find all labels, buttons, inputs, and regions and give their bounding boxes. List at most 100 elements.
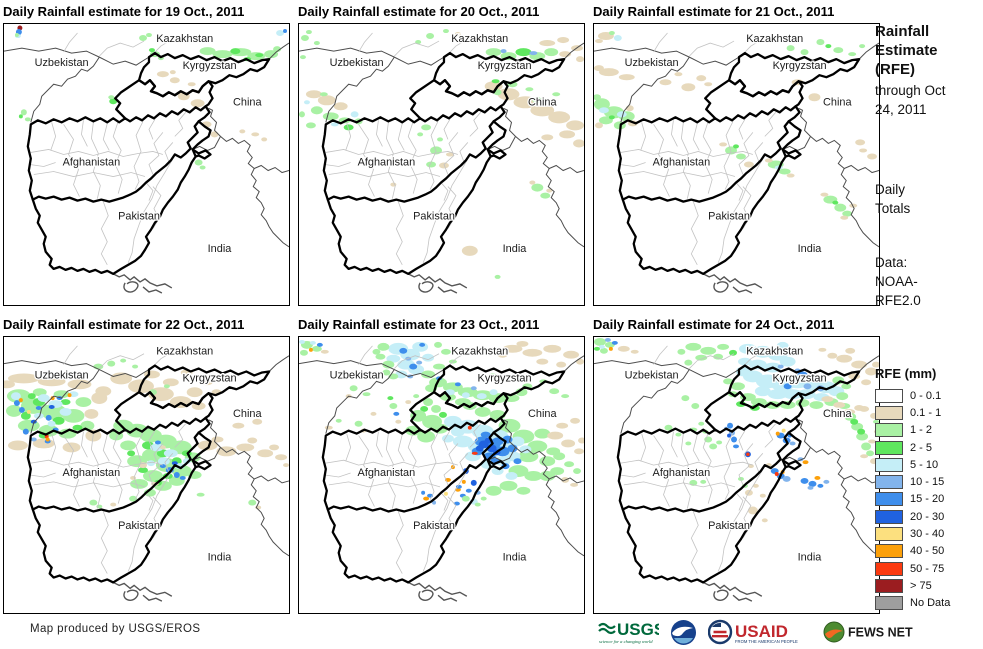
legend-label: 50 - 75 xyxy=(910,562,945,575)
country-borders xyxy=(594,345,879,602)
svg-text:Kazakhstan: Kazakhstan xyxy=(451,33,508,45)
panel-title: Daily Rainfall estimate for 23 Oct., 201… xyxy=(298,317,540,332)
legend-swatch xyxy=(875,544,903,559)
svg-text:China: China xyxy=(233,96,262,108)
rain-cells xyxy=(14,25,288,170)
legend-item: No Data xyxy=(875,595,979,612)
legend-label: 20 - 30 xyxy=(910,510,945,523)
footer-logos: USGS science for a changing world USAID … xyxy=(597,616,913,648)
legend-label: 1 - 2 xyxy=(910,424,933,437)
legend-swatch xyxy=(875,578,903,593)
legend-item: 50 - 75 xyxy=(875,560,979,577)
legend-item: 1 - 2 xyxy=(875,422,979,439)
svg-text:Pakistan: Pakistan xyxy=(708,211,750,223)
rainfall-map: Kazakhstan Uzbekistan Kyrgyzstan China Afgha… xyxy=(593,23,880,306)
svg-text:China: China xyxy=(528,96,557,108)
legend-swatch xyxy=(875,509,903,524)
data-source-label: Data: NOAA-RFE2.0 xyxy=(875,255,921,308)
country-borders xyxy=(299,32,584,294)
svg-text:FROM THE AMERICAN PEOPLE: FROM THE AMERICAN PEOPLE xyxy=(735,639,798,644)
legend-swatch xyxy=(875,475,903,490)
svg-text:Pakistan: Pakistan xyxy=(118,520,160,532)
legend-item: 5 - 10 xyxy=(875,456,979,473)
country-borders xyxy=(4,345,289,602)
svg-text:Uzbekistan: Uzbekistan xyxy=(330,57,384,69)
fewsnet-logo-icon: FEWS NET xyxy=(823,619,913,645)
legend-item: 15 - 20 xyxy=(875,491,979,508)
svg-text:Kyrgyzstan: Kyrgyzstan xyxy=(183,60,237,72)
report-subtitle: through Oct 24, 2011 xyxy=(875,83,946,117)
legend-item: 40 - 50 xyxy=(875,543,979,560)
rainfall-map: Kazakhstan Uzbekistan Kyrgyzstan China Afgha… xyxy=(298,23,585,306)
map-panel-21-oct: Daily Rainfall estimate for 21 Oct., 201… xyxy=(593,4,880,306)
svg-text:India: India xyxy=(503,243,528,255)
legend-item: 10 - 15 xyxy=(875,473,979,490)
svg-text:Afghanistan: Afghanistan xyxy=(63,156,121,168)
svg-text:China: China xyxy=(528,408,557,420)
svg-text:Uzbekistan: Uzbekistan xyxy=(330,369,384,381)
country-labels: Kazakhstan Uzbekistan Kyrgyzstan China Afgha… xyxy=(33,32,263,256)
legend-swatch xyxy=(875,423,903,438)
map-panel-24-oct: Daily Rainfall estimate for 24 Oct., 201… xyxy=(593,317,880,614)
legend-item: > 75 xyxy=(875,577,979,594)
map-panel-22-oct: Daily Rainfall estimate for 22 Oct., 201… xyxy=(3,317,290,614)
legend-label: > 75 xyxy=(910,579,932,592)
svg-text:Afghanistan: Afghanistan xyxy=(358,156,416,168)
svg-text:USGS: USGS xyxy=(617,620,659,639)
svg-text:China: China xyxy=(233,408,262,420)
legend-swatch xyxy=(875,492,903,507)
panel-title: Daily Rainfall estimate for 20 Oct., 201… xyxy=(298,4,540,19)
svg-text:Pakistan: Pakistan xyxy=(118,211,160,223)
svg-text:India: India xyxy=(503,552,528,564)
usgs-logo-icon: USGS science for a changing world xyxy=(597,617,659,647)
svg-text:India: India xyxy=(208,243,233,255)
map-credit: Map produced by USGS/EROS xyxy=(30,623,201,635)
legend-label: 0.1 - 1 xyxy=(910,406,942,419)
legend-swatch xyxy=(875,561,903,576)
legend-label: 10 - 15 xyxy=(910,476,945,489)
legend-item: 2 - 5 xyxy=(875,439,979,456)
svg-text:Kyrgyzstan: Kyrgyzstan xyxy=(183,372,237,384)
legend-item: 20 - 30 xyxy=(875,508,979,525)
map-panel-23-oct: Daily Rainfall estimate for 23 Oct., 201… xyxy=(298,317,585,614)
country-labels: Kazakhstan Uzbekistan Kyrgyzstan China Afgha… xyxy=(33,345,263,565)
svg-text:Kyrgyzstan: Kyrgyzstan xyxy=(478,60,532,72)
country-borders xyxy=(299,345,584,602)
legend-item: 30 - 40 xyxy=(875,525,979,542)
daily-totals-label: Daily Totals xyxy=(875,182,911,216)
svg-text:Kazakhstan: Kazakhstan xyxy=(156,33,213,45)
map-panel-19-oct: Daily Rainfall estimate for 19 Oct., 201… xyxy=(3,4,290,306)
legend-item: 0 - 0.1 xyxy=(875,387,979,404)
svg-text:China: China xyxy=(823,96,852,108)
rain-cells xyxy=(594,337,879,523)
legend-swatch xyxy=(875,388,903,403)
svg-text:Afghanistan: Afghanistan xyxy=(358,467,416,479)
legend-item: 0.1 - 1 xyxy=(875,404,979,421)
legend-label: 5 - 10 xyxy=(910,458,939,471)
svg-text:science for a changing world: science for a changing world xyxy=(599,639,653,644)
map-panel-20-oct: Daily Rainfall estimate for 20 Oct., 201… xyxy=(298,4,585,306)
svg-text:China: China xyxy=(823,408,852,420)
svg-text:Kyrgyzstan: Kyrgyzstan xyxy=(773,372,827,384)
country-labels: Kazakhstan Uzbekistan Kyrgyzstan China Afgha… xyxy=(328,345,558,565)
svg-text:Kazakhstan: Kazakhstan xyxy=(156,346,213,358)
rainfall-map: Kazakhstan Uzbekistan Kyrgyzstan China Afgha… xyxy=(3,336,290,614)
rainfall-map: Kazakhstan Uzbekistan Kyrgyzstan China Afgha… xyxy=(298,336,585,614)
svg-text:Pakistan: Pakistan xyxy=(413,211,455,223)
legend-label: 40 - 50 xyxy=(910,545,945,558)
svg-text:Afghanistan: Afghanistan xyxy=(653,467,711,479)
svg-text:Uzbekistan: Uzbekistan xyxy=(35,369,89,381)
rainfall-map: Kazakhstan Uzbekistan Kyrgyzstan China Afgha… xyxy=(3,23,290,306)
legend-swatch xyxy=(875,440,903,455)
panel-title: Daily Rainfall estimate for 19 Oct., 201… xyxy=(3,4,245,19)
country-borders xyxy=(594,32,879,294)
svg-text:Uzbekistan: Uzbekistan xyxy=(625,57,679,69)
svg-text:India: India xyxy=(208,552,233,564)
svg-text:Kazakhstan: Kazakhstan xyxy=(746,346,803,358)
svg-text:India: India xyxy=(798,552,823,564)
legend-title: RFE (mm) xyxy=(875,366,937,381)
country-labels: Kazakhstan Uzbekistan Kyrgyzstan China Afgha… xyxy=(623,32,853,256)
svg-text:USAID: USAID xyxy=(735,622,788,641)
svg-text:Kyrgyzstan: Kyrgyzstan xyxy=(773,60,827,72)
rain-cells xyxy=(299,339,584,507)
